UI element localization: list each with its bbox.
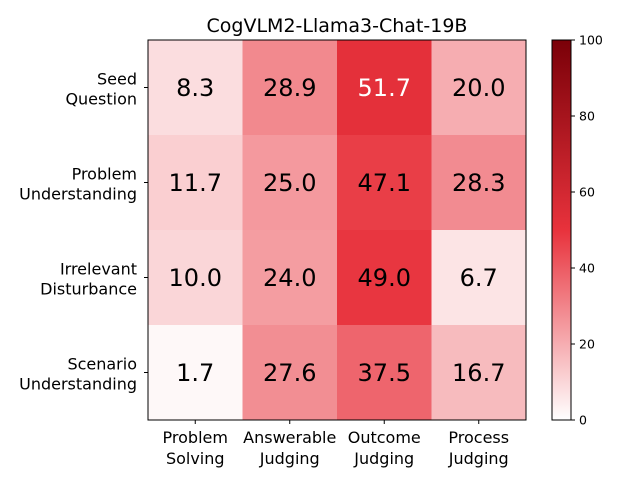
colorbar-tick-label: 0: [579, 413, 587, 428]
cell-value-label: 16.7: [452, 359, 505, 387]
heatmap-cell: [337, 40, 432, 136]
x-tick-label: Process: [448, 428, 509, 447]
x-tick-label: Outcome: [348, 428, 421, 447]
cell-value-label: 6.7: [460, 264, 498, 292]
heatmap-cell: [148, 40, 243, 136]
heatmap-cell: [431, 325, 527, 421]
heatmap-cell: [337, 325, 432, 421]
colorbar-gradient: [551, 39, 572, 421]
x-tick-label: Judging: [353, 449, 414, 468]
heatmap-cell: [148, 135, 243, 231]
heatmap-cell: [242, 135, 338, 231]
cell-value-label: 37.5: [358, 359, 411, 387]
cell-value-label: 20.0: [452, 74, 505, 102]
column-labels: Problem Solving Answerable Judging Outcome Ju…: [163, 420, 509, 468]
y-tick-label: Question: [65, 90, 137, 109]
y-tick-label: Problem: [72, 165, 137, 184]
y-tick-label: Seed: [97, 70, 137, 89]
heatmap-cell: [148, 230, 243, 326]
cell-value-label: 11.7: [169, 169, 222, 197]
y-tick-label: Disturbance: [40, 280, 137, 299]
cell-value-label: 51.7: [358, 74, 411, 102]
cell-value-label: 10.0: [169, 264, 222, 292]
cell-value-label: 28.3: [452, 169, 505, 197]
y-tick-label: Scenario: [67, 355, 137, 374]
heatmap-cell: [431, 40, 527, 136]
heatmap-cells: 8.3 28.9 51.7 20.0 11.7 25.0 47.1 28.3 10.0 24.0 4…: [148, 40, 527, 421]
x-tick-label: Judging: [259, 449, 320, 468]
heatmap-cell: [431, 135, 527, 231]
y-tick-label: Irrelevant: [60, 260, 137, 279]
cell-value-label: 25.0: [263, 169, 316, 197]
chart-title: CogVLM2-Llama3-Chat-19B: [207, 15, 468, 37]
colorbar-tick-label: 80: [579, 109, 595, 124]
cell-value-label: 1.7: [176, 359, 214, 387]
colorbar-tick-label: 20: [579, 337, 595, 352]
colorbar-tick-label: 60: [579, 185, 595, 200]
colorbar-ticks: 0 20 40 60 80 100: [571, 33, 603, 428]
cell-value-label: 28.9: [263, 74, 316, 102]
heatmap-cell: [431, 230, 527, 326]
heatmap-cell: [337, 230, 432, 326]
x-tick-label: Answerable: [243, 428, 336, 447]
cell-value-label: 47.1: [358, 169, 411, 197]
row-labels: SeedQuestionProblemUnderstandingIrreleva…: [19, 70, 148, 394]
y-tick-label: Understanding: [19, 185, 137, 204]
x-tick-label: Judging: [448, 449, 509, 468]
heatmap-cell: [337, 135, 432, 231]
y-tick-label: Understanding: [19, 375, 137, 394]
x-tick-label: Solving: [166, 449, 225, 468]
cell-value-label: 27.6: [263, 359, 316, 387]
heatmap-cell: [242, 230, 338, 326]
plot-frame: [147, 39, 527, 421]
colorbar: 0 20 40 60 80 100: [551, 33, 603, 428]
heatmap-cell: [242, 325, 338, 421]
x-tick-label: Problem: [163, 428, 228, 447]
cell-value-label: 8.3: [176, 74, 214, 102]
heatmap-cell: [148, 325, 243, 421]
heatmap-cell: [242, 40, 338, 136]
colorbar-tick-label: 100: [579, 33, 603, 48]
colorbar-tick-label: 40: [579, 261, 595, 276]
cell-value-label: 49.0: [358, 264, 411, 292]
cell-value-label: 24.0: [263, 264, 316, 292]
